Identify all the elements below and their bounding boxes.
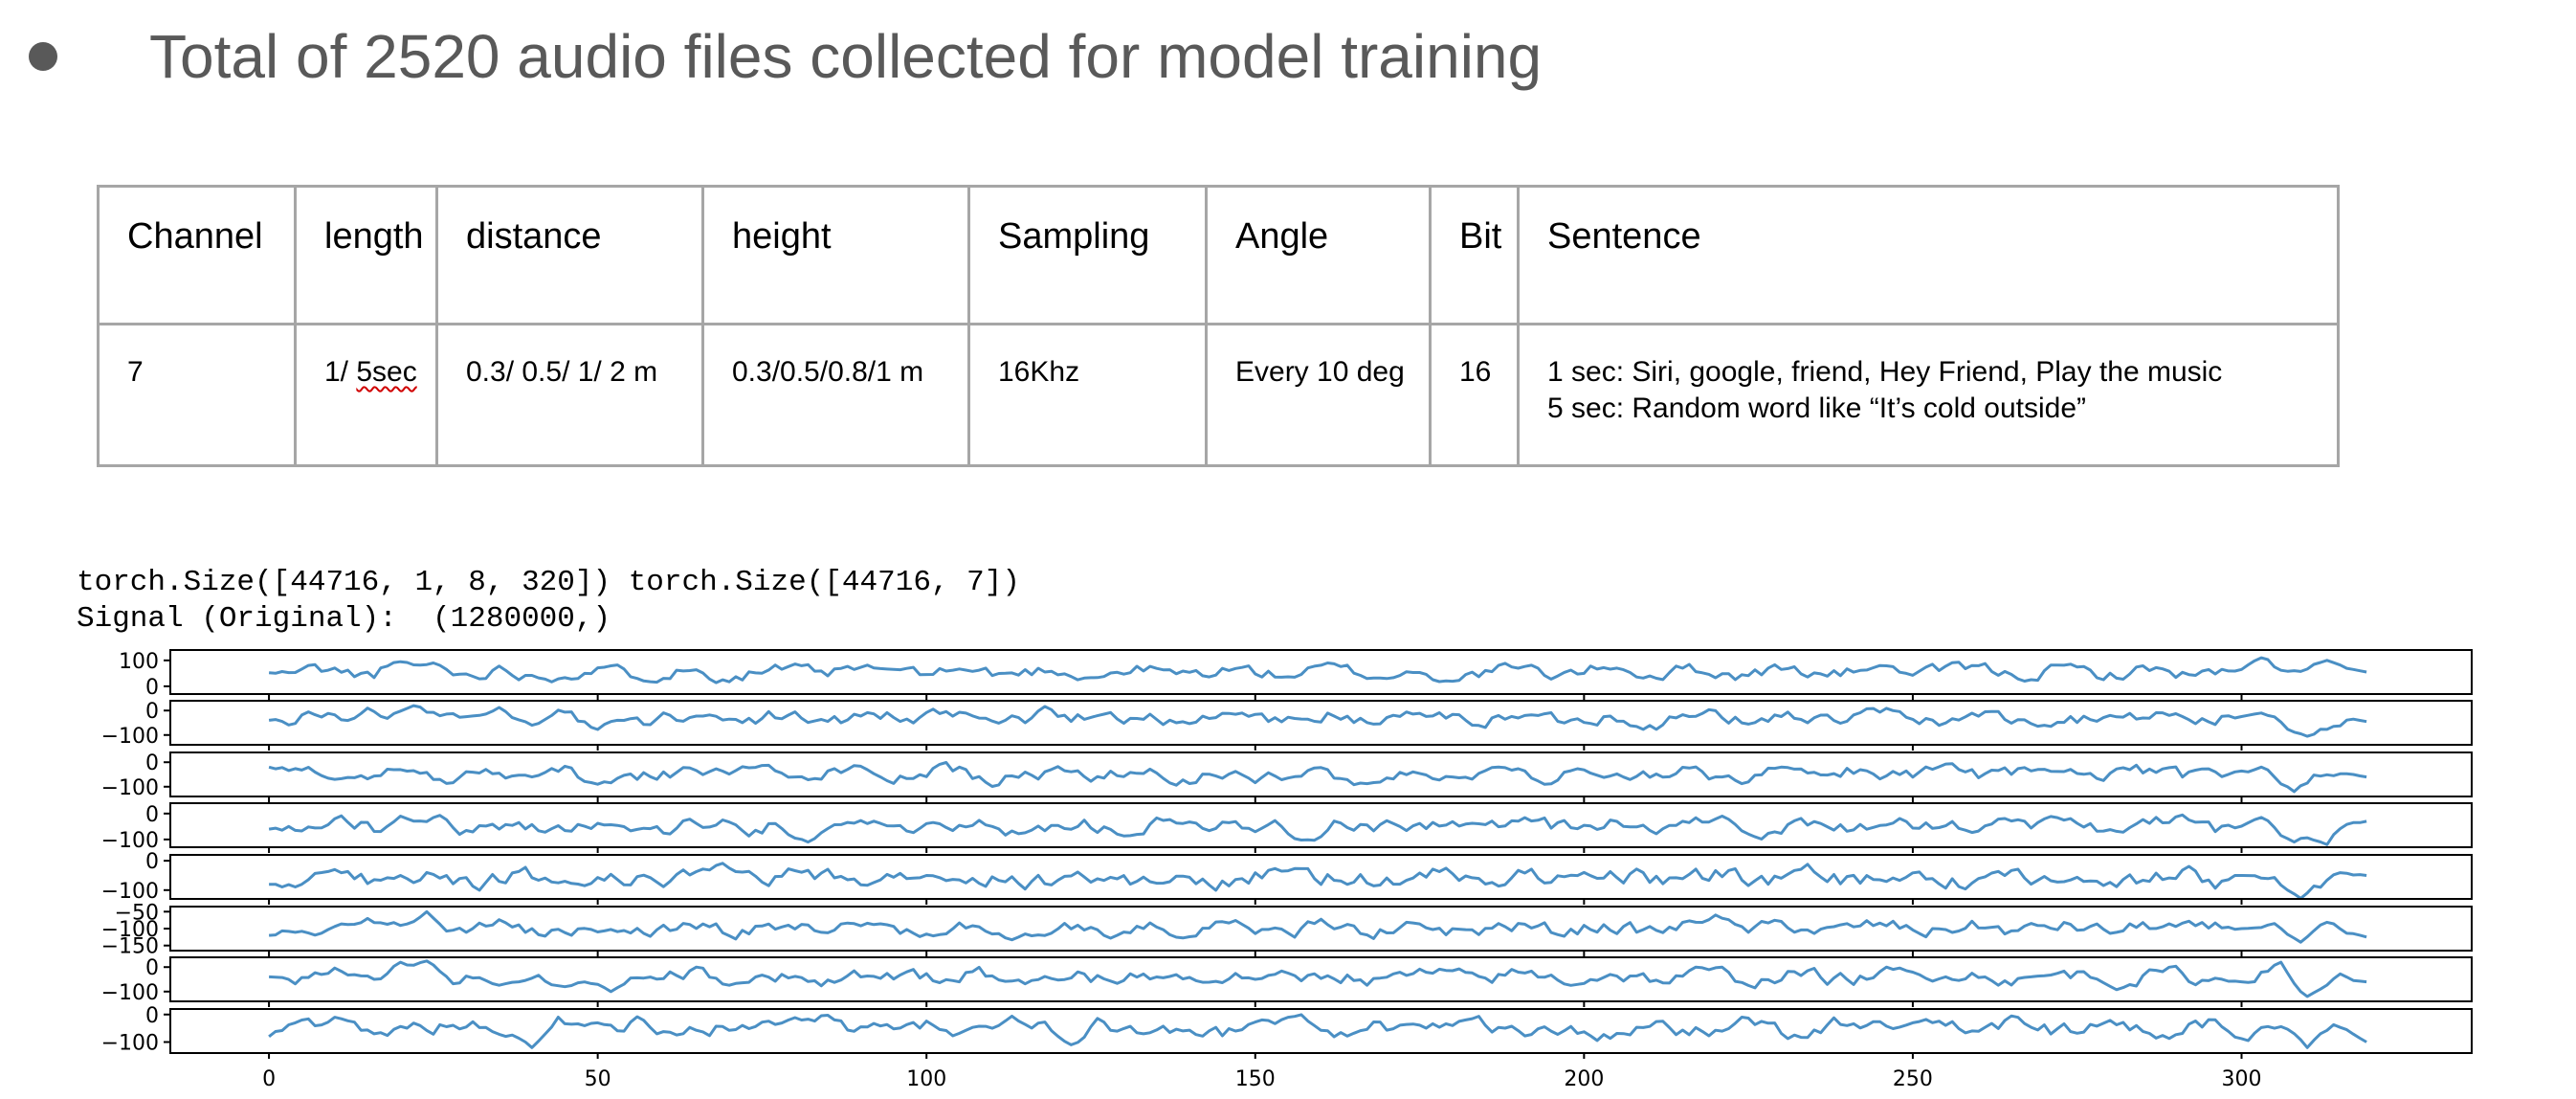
- subplot-frame-3: [169, 751, 2473, 797]
- y-tick-label: −100: [101, 776, 159, 800]
- y-tick-label: −50: [115, 901, 159, 925]
- header-height: height: [701, 185, 970, 325]
- table-row: 7 1/ 5sec 0.3/ 0.5/ 1/ 2 m 0.3/0.5/0.8/1…: [97, 323, 2340, 467]
- cell-sampling: 16Khz: [967, 323, 1208, 467]
- y-tick-label: 0: [145, 700, 159, 724]
- x-tick-label: 100: [906, 1067, 946, 1091]
- subplot-frame-5: [169, 854, 2473, 900]
- subplot-frame-2: [169, 700, 2473, 746]
- cell-length: 1/ 5sec: [294, 323, 438, 467]
- series-line-4: [268, 813, 2367, 846]
- series-line-8: [268, 1013, 2367, 1049]
- console-output: torch.Size([44716, 1, 8, 320]) torch.Siz…: [77, 565, 1020, 638]
- y-tick-label: −100: [101, 725, 159, 749]
- subplot-frame-1: [169, 649, 2473, 695]
- series-line-5: [269, 862, 2367, 900]
- subplot-frame-8: [169, 1008, 2473, 1054]
- spellcheck-flagged-word: 5sec: [356, 356, 417, 388]
- x-tick-label: 300: [2222, 1067, 2262, 1091]
- subplot-frame-7: [169, 956, 2473, 1002]
- sentence-line-1: 1 sec: Siri, google, friend, Hey Friend,…: [1547, 356, 2223, 388]
- series-line-6: [268, 909, 2367, 944]
- series-line-1: [268, 656, 2367, 684]
- y-tick-label: −100: [101, 1032, 159, 1056]
- title-row: Total of 2520 audio files collected for …: [29, 21, 1542, 92]
- header-length: length: [294, 185, 438, 325]
- y-tick-label: −100: [101, 981, 159, 1005]
- y-tick-label: 0: [145, 1004, 159, 1028]
- y-tick-label: −100: [101, 918, 159, 942]
- y-tick-label: 0: [145, 850, 159, 874]
- bullet-icon: [29, 42, 57, 71]
- x-tick-label: 150: [1235, 1067, 1276, 1091]
- series-line-7: [269, 959, 2367, 998]
- header-sentence: Sentence: [1517, 185, 2340, 325]
- y-tick-label: 0: [145, 751, 159, 775]
- cell-angle: Every 10 deg: [1205, 323, 1432, 467]
- header-sampling: Sampling: [967, 185, 1208, 325]
- cell-bit: 16: [1429, 323, 1520, 467]
- series-line-3: [268, 761, 2367, 794]
- y-tick-label: −100: [101, 880, 159, 904]
- y-tick-label: 0: [145, 803, 159, 827]
- header-bit: Bit: [1429, 185, 1520, 325]
- y-tick-label: −150: [101, 935, 159, 959]
- y-tick-label: 0: [145, 956, 159, 980]
- x-tick-label: 0: [262, 1067, 276, 1091]
- header-channel: Channel: [97, 185, 297, 325]
- console-line-1: torch.Size([44716, 1, 8, 320]) torch.Siz…: [77, 566, 1020, 599]
- x-tick-label: 200: [1564, 1067, 1604, 1091]
- x-tick-label: 50: [585, 1067, 611, 1091]
- cell-sentence: 1 sec: Siri, google, friend, Hey Friend,…: [1517, 323, 2340, 467]
- cell-distance: 0.3/ 0.5/ 1/ 2 m: [435, 323, 704, 467]
- y-tick-label: 100: [119, 650, 159, 674]
- sentence-line-2: 5 sec: Random word like “It’s cold outsi…: [1547, 392, 2087, 424]
- cell-channel: 7: [97, 323, 297, 467]
- slide-title: Total of 2520 audio files collected for …: [149, 22, 1543, 91]
- series-line-2: [268, 704, 2367, 738]
- header-angle: Angle: [1205, 185, 1432, 325]
- dataset-spec-table: Channel length distance height Sampling …: [97, 185, 2340, 467]
- y-tick-label: −100: [101, 829, 159, 853]
- header-distance: distance: [435, 185, 704, 325]
- console-line-2: Signal (Original): (1280000,): [77, 602, 611, 636]
- subplot-frame-4: [169, 802, 2473, 848]
- x-tick-label: 250: [1893, 1067, 1933, 1091]
- y-tick-label: 0: [145, 676, 159, 700]
- cell-height: 0.3/0.5/0.8/1 m: [701, 323, 970, 467]
- table-header-row: Channel length distance height Sampling …: [97, 185, 2340, 325]
- length-prefix: 1/: [324, 356, 357, 388]
